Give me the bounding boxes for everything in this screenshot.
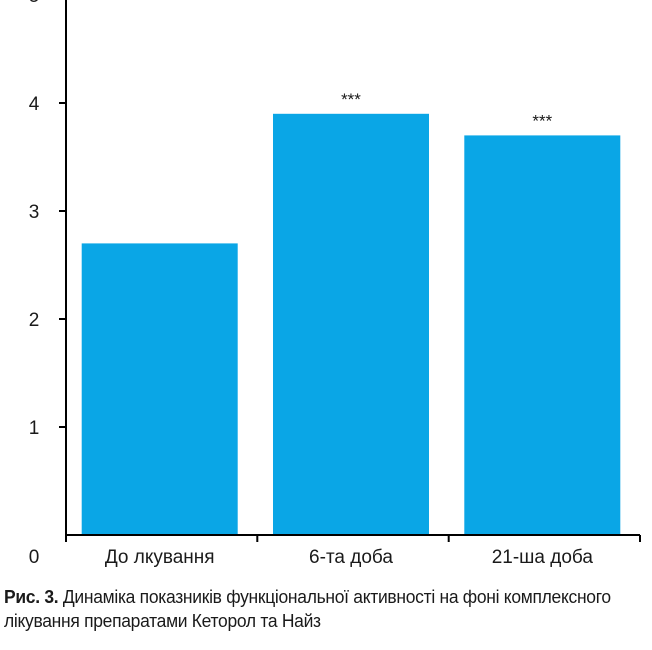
y-tick-label-2: 2 [29, 310, 40, 331]
y-tick-label-4: 4 [29, 94, 40, 115]
x-category-labels: До лкування 6-та доба 21-ша доба [105, 547, 594, 568]
bar-annotation-3: *** [532, 111, 552, 130]
y-tick-label-1: 1 [29, 418, 40, 439]
caption-lead: Рис. 3. [4, 587, 59, 607]
x-tick-label-1: До лкування [105, 547, 215, 568]
bar-3 [464, 135, 621, 535]
annotations-layer: *** *** [341, 90, 553, 131]
caption-text: Динаміка показників функціональної актив… [4, 587, 611, 631]
y-tick-label-5: 5 [29, 0, 40, 7]
axes-layer [59, 0, 641, 542]
bar-chart: *** *** 0 1 2 3 4 5 До лкування 6-та доба 21-ша … [29, 0, 641, 568]
x-tick-label-2: 6-та доба [309, 547, 393, 568]
y-tick-labels: 0 1 2 3 4 5 [29, 0, 40, 568]
x-tick-label-3: 21-ша доба [492, 547, 594, 568]
bar-1 [81, 243, 238, 535]
bars-layer [81, 113, 621, 536]
figure-caption: Рис. 3. Динаміка показників функціональн… [4, 585, 629, 633]
y-tick-label-0: 0 [29, 547, 40, 568]
bar-2 [273, 113, 429, 536]
bar-annotation-2: *** [341, 90, 361, 109]
y-tick-label-3: 3 [29, 202, 40, 223]
